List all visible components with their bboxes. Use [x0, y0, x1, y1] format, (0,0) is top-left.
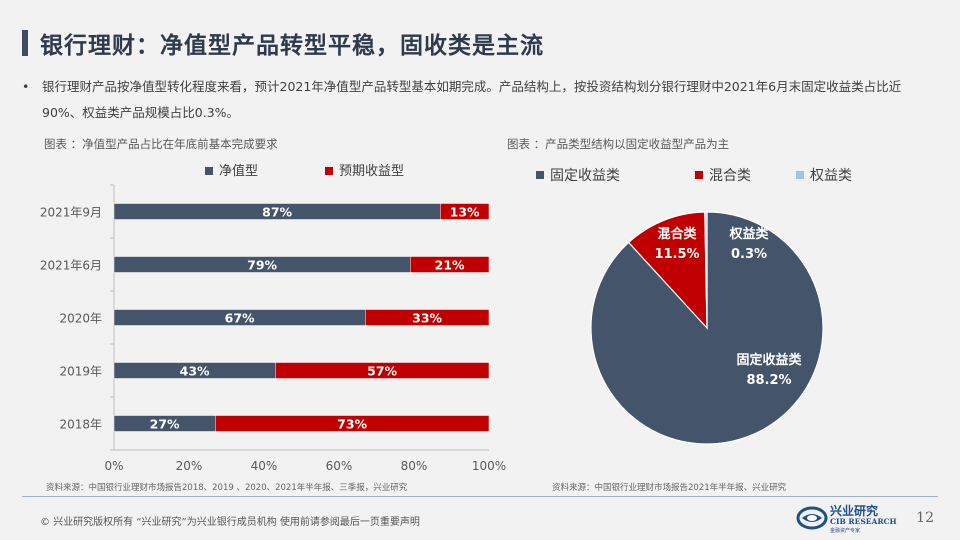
bar-expected-return	[215, 415, 490, 432]
pie-label-value-3: 0.3%	[731, 247, 767, 262]
pie-legend-swatch-3	[796, 171, 804, 179]
bar-data-label: 13%	[450, 205, 480, 220]
bar-data-label: 21%	[435, 258, 465, 273]
footer-divider	[22, 496, 938, 497]
bar-expected-return	[275, 362, 490, 379]
title-accent-bar	[22, 30, 28, 56]
x-tick-label: 80%	[401, 459, 428, 473]
y-tick-label: 2021年9月	[40, 206, 102, 220]
pie-legend-label-1: 固定收益类	[550, 168, 620, 184]
bullet-paragraph: • 银行理财产品按净值型转化程度来看，预计2021年净值型产品转型基本如期完成。…	[22, 74, 932, 126]
y-tick-label: 2020年	[59, 312, 102, 326]
logo-sub-text: 金融资产专家	[830, 528, 861, 534]
cib-research-logo: 兴业研究 CIB RESEARCH 金融资产专家	[796, 500, 897, 536]
bar-data-label: 79%	[247, 258, 277, 273]
pie-legend-swatch-1	[536, 171, 544, 179]
right-chart-source: 资料来源：中国银行业理财市场报告2021年半年报、兴业研究	[552, 483, 787, 493]
y-tick-label: 2018年	[59, 418, 102, 432]
bar-expected-return	[410, 256, 490, 273]
bar-expected-return	[440, 203, 490, 220]
pie-label-name-1: 固定收益类	[736, 352, 802, 368]
legend-label-2: 预期收益型	[339, 164, 404, 179]
legend-label-1: 净值型	[219, 163, 258, 179]
pie-legend-label-2: 混合类	[709, 168, 751, 184]
bullet-dot: •	[22, 79, 30, 94]
page-title: 银行理财：净值型产品转型平稳，固收类是主流	[40, 32, 544, 59]
bar-data-label: 57%	[367, 364, 397, 379]
y-tick-label: 2021年6月	[40, 259, 102, 273]
x-tick-label: 60%	[326, 459, 353, 473]
pie-label-name-2: 混合类	[657, 226, 697, 242]
y-tick-label: 2019年	[59, 365, 102, 379]
pie-slice-3	[704, 211, 708, 329]
logo-cn-text: 兴业研究	[830, 504, 879, 518]
pie-label-value-1: 88.2%	[746, 373, 791, 388]
bar-chart: 净值型 预期收益型 0% 20% 40% 60% 80% 100% 2021年9月 87% 13% 2…	[40, 163, 506, 473]
x-tick-label: 100%	[472, 459, 506, 473]
logo-emblem-icon	[796, 506, 828, 530]
pie-legend-label-3: 权益类	[810, 168, 852, 184]
bar-data-label: 43%	[180, 364, 210, 379]
bar-data-label: 87%	[262, 205, 292, 220]
bar-data-label: 33%	[412, 311, 442, 326]
bar-data-label: 67%	[225, 311, 255, 326]
legend-swatch-1	[205, 167, 213, 175]
legend-swatch-2	[325, 167, 333, 175]
bar-data-label: 27%	[150, 417, 180, 432]
page-number: 12	[916, 510, 934, 526]
x-tick-label: 40%	[251, 459, 278, 473]
left-chart-caption: 图表 ：净值型产品占比在年底前基本完成要求	[44, 137, 278, 151]
x-tick-label: 0%	[104, 459, 123, 473]
logo-en-text: CIB RESEARCH	[830, 517, 897, 526]
x-tick-label: 20%	[176, 459, 203, 473]
bar-expected-return	[365, 309, 490, 326]
bar-data-label: 73%	[337, 417, 367, 432]
pie-slice-2	[627, 211, 708, 330]
pie-label-value-2: 11.5%	[654, 247, 699, 262]
right-chart-caption: 图表 ：产品类型结构以固定收益型产品为主	[507, 137, 730, 151]
left-chart-source: 资料来源：中国银行业理财市场报告2018、2019 、2020、2021年半年报…	[46, 483, 408, 493]
pie-label-name-3: 权益类	[728, 226, 769, 242]
bullet-text: 银行理财产品按净值型转化程度来看，预计2021年净值型产品转型基本如期完成。产品…	[42, 79, 902, 120]
footer-copyright: © 兴业研究版权所有 “兴业研究”为兴业银行成员机构 使用前请参阅最后一页重要声…	[40, 517, 420, 528]
pie-legend-swatch-2	[695, 171, 703, 179]
